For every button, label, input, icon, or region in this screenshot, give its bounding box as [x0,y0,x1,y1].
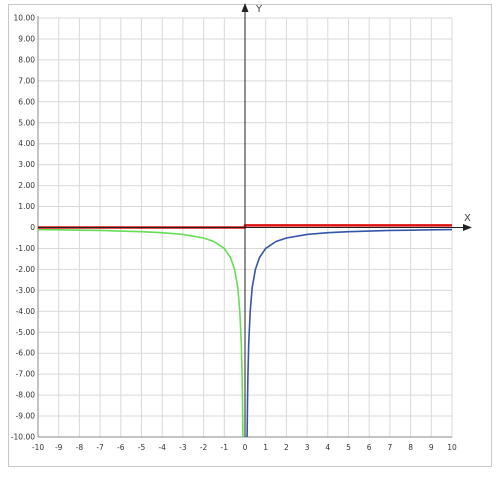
y-tick-label: -9.00 [16,412,36,421]
x-tick-label: 4 [325,443,330,452]
y-tick-label: -1.00 [16,244,36,253]
x-tick-label: -1 [221,443,229,452]
x-tick-label: 10 [447,443,457,452]
x-tick-label: 8 [408,443,413,452]
y-tick-label: 9.00 [18,34,35,43]
x-axis-arrow [463,224,472,231]
x-tick-label: 0 [243,443,248,452]
x-tick-label: -9 [55,443,63,452]
y-tick-label: -3.00 [16,286,36,295]
y-tick-label: 2.00 [18,181,35,190]
x-tick-label: 2 [284,443,289,452]
y-tick-label: 0 [30,223,35,232]
x-tick-label: -5 [138,443,146,452]
x-tick-label: 1 [263,443,268,452]
series-line-2 [246,228,453,438]
x-tick-label: -10 [32,443,44,452]
y-tick-label: 7.00 [18,76,35,85]
y-tick-label: -6.00 [16,349,36,358]
y-tick-label: -7.00 [16,370,36,379]
y-tick-label: -8.00 [16,391,36,400]
x-tick-label: -6 [117,443,125,452]
y-tick-label: 6.00 [18,97,35,106]
axes [38,3,472,437]
x-tick-label: -4 [158,443,166,452]
x-tick-label: 5 [346,443,351,452]
x-tick-label: 3 [305,443,310,452]
x-tick-label: -3 [179,443,187,452]
y-tick-label: 5.00 [18,118,35,127]
tick-labels: -10 -9 -8 -7 -6 -5 -4 -3 -2 -1 0 1 2 3 4 5 6 7 8 9 1010.009.… [11,14,457,453]
x-tick-label: -8 [76,443,84,452]
y-tick-label: -2.00 [16,265,36,274]
y-tick-label: 10.00 [14,14,36,23]
x-tick-label: -7 [96,443,104,452]
x-tick-label: 6 [367,443,372,452]
y-tick-label: -10.00 [11,433,35,442]
y-tick-label: 4.00 [18,139,35,148]
y-tick-label: -5.00 [16,328,36,337]
x-axis-label: X [464,213,471,224]
y-tick-label: -4.00 [16,307,36,316]
x-tick-label: 7 [388,443,393,452]
y-axis-arrow [241,3,249,12]
y-tick-label: 1.00 [18,202,35,211]
x-tick-label: 9 [429,443,434,452]
series-line-1 [37,228,244,438]
x-tick-label: -2 [200,443,208,452]
y-axis-label: Y [255,4,263,15]
y-tick-label: 8.00 [18,55,35,64]
y-tick-label: 3.00 [18,160,35,169]
